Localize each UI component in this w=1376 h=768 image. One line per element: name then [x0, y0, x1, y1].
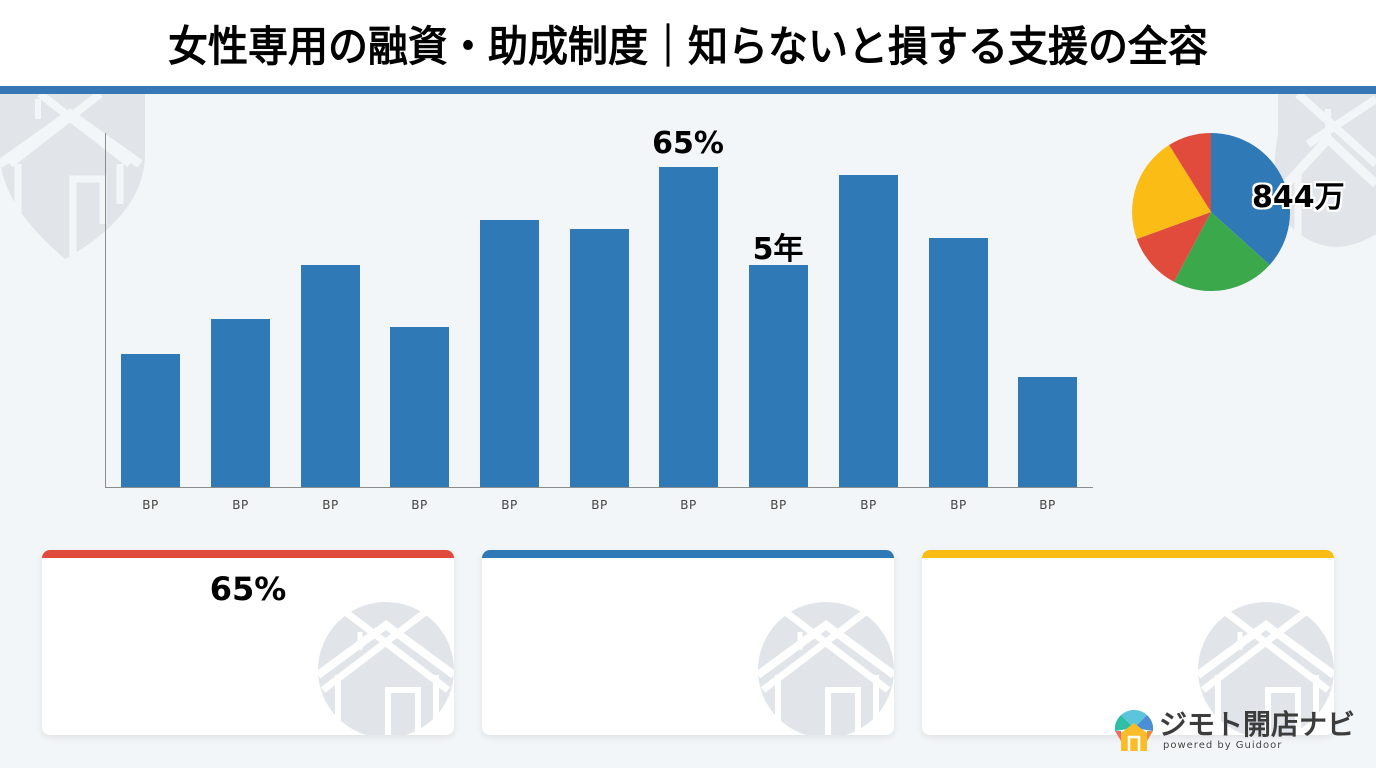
x-tick-label: BP	[322, 498, 339, 512]
card-value: 65%	[209, 570, 287, 608]
house-watermark-icon	[758, 602, 894, 735]
x-tick-label: BP	[1039, 498, 1056, 512]
info-card-2	[482, 550, 894, 735]
bar	[929, 238, 988, 487]
logo-name: ジモト開店ナビ	[1159, 707, 1356, 741]
x-tick-label: BP	[770, 498, 787, 512]
house-watermark-icon	[1268, 94, 1376, 247]
card-accent-bar	[42, 550, 454, 558]
x-tick-label: BP	[680, 498, 697, 512]
x-tick-label: BP	[501, 498, 518, 512]
bar	[749, 265, 808, 487]
x-tick-label: BP	[232, 498, 249, 512]
house-watermark-icon	[1198, 602, 1334, 735]
x-tick-label: BP	[860, 498, 877, 512]
x-tick-label: BP	[591, 498, 608, 512]
bar	[480, 220, 539, 487]
page-header: 女性専用の融資・助成制度｜知らないと損する支援の全容	[0, 0, 1376, 86]
pie-chart	[1132, 132, 1291, 292]
house-watermark-icon	[318, 602, 454, 735]
bar	[390, 327, 449, 487]
page-title: 女性専用の融資・助成制度｜知らないと損する支援の全容	[168, 23, 1208, 72]
bar	[301, 265, 360, 487]
info-card-3	[922, 550, 1334, 735]
card-accent-bar	[922, 550, 1334, 558]
bar	[121, 354, 180, 487]
x-tick-label: BP	[142, 498, 159, 512]
card-accent-bar	[482, 550, 894, 558]
x-tick-label: BP	[411, 498, 428, 512]
bar	[570, 229, 629, 487]
bar-annotation-peak: 65%	[652, 126, 724, 161]
bar	[211, 319, 270, 487]
brand-logo: ジモト開店ナビ powered by Guidoor	[1113, 704, 1373, 756]
logo-tagline: powered by Guidoor	[1163, 739, 1283, 751]
x-axis	[105, 487, 1093, 488]
header-divider	[0, 86, 1376, 94]
info-card-1: 65%	[42, 550, 454, 735]
bar	[839, 175, 898, 487]
bar	[659, 167, 718, 487]
house-watermark-icon	[0, 94, 145, 259]
logo-mark-icon	[1114, 709, 1154, 751]
bar	[1018, 377, 1077, 487]
pie-annotation: 844万	[1252, 180, 1345, 215]
x-tick-label: BP	[950, 498, 967, 512]
bar-annotation-years: 5年	[752, 232, 804, 267]
y-axis	[105, 133, 106, 488]
